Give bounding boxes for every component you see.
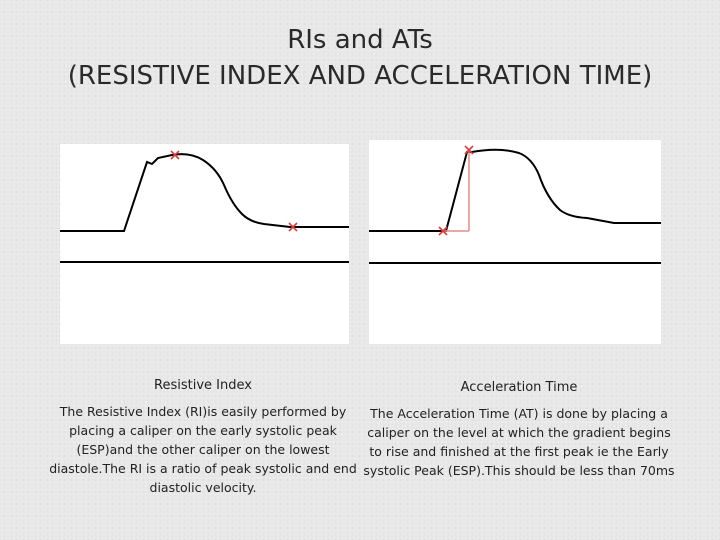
acceleration-time-waveform-panel — [369, 140, 661, 344]
acceleration-time-measurement — [443, 151, 470, 232]
acceleration-time-description: The Acceleration Time (AT) is done by pl… — [363, 406, 675, 478]
acceleration-time-heading: Acceleration Time — [460, 380, 578, 395]
slide-title: RIs and ATs (RESISTIVE INDEX AND ACCELER… — [0, 22, 720, 94]
resistive-index-waveform-panel — [60, 144, 349, 344]
gradient-start-caliper-marker — [438, 226, 448, 236]
esp-caliper-marker — [464, 145, 474, 155]
resistive-index-heading: Resistive Index — [154, 378, 252, 393]
acceleration-time-waveform — [369, 145, 661, 264]
doppler-waveform — [60, 153, 349, 232]
esp-caliper-marker — [170, 150, 180, 160]
title-line-1: RIs and ATs — [287, 25, 433, 55]
acceleration-time-caption: Acceleration Time The Acceleration Time … — [360, 378, 678, 480]
resistive-index-waveform — [60, 150, 349, 263]
title-line-2: (RESISTIVE INDEX AND ACCELERATION TIME) — [67, 61, 653, 91]
resistive-index-caption: Resistive Index The Resistive Index (RI)… — [44, 376, 362, 497]
resistive-index-description: The Resistive Index (RI)is easily perfor… — [49, 404, 357, 495]
doppler-waveform — [369, 148, 661, 232]
end-diastole-caliper-marker — [288, 222, 298, 232]
